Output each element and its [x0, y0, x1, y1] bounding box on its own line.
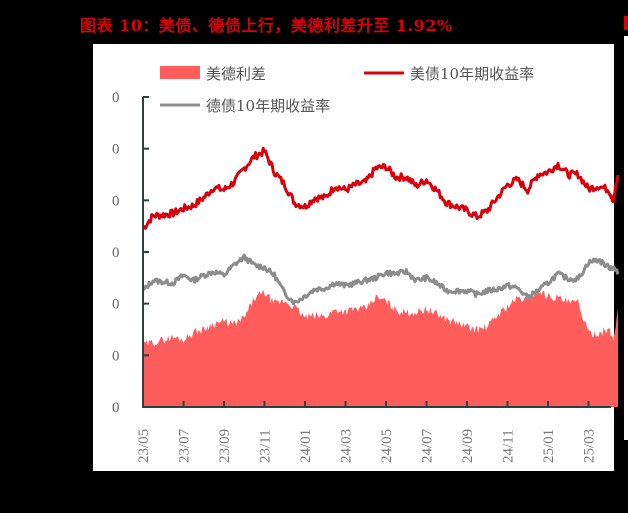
x-tick-label: 23/07	[177, 428, 193, 463]
x-tick-label: 23/11	[258, 429, 274, 463]
y-axis: 0 0 0 0 0 0 0	[112, 90, 149, 416]
y-tick-label: 0	[112, 400, 120, 416]
y-tick-label: 0	[112, 90, 120, 106]
chart-title: 图表 10：美债、德债上行，美德利差升至 1.92%	[80, 16, 453, 35]
y-tick-label: 0	[112, 193, 120, 209]
y-tick-label: 0	[112, 142, 120, 158]
y-tick-label: 0	[112, 297, 120, 313]
us10y-line	[141, 146, 620, 230]
x-tick-label: 23/09	[217, 429, 233, 463]
y-tick-label: 0	[112, 245, 120, 261]
legend-item-de10y: 德债10年期收益率	[160, 97, 330, 115]
spread-area	[143, 289, 618, 407]
legend-label-us10y: 美债10年期收益率	[410, 65, 534, 83]
de10y-line	[142, 253, 620, 306]
x-axis: 23/05 23/07 23/09 23/11 24/01 24/03 24/05 24/07…	[136, 401, 611, 463]
legend-label-de10y: 德债10年期收益率	[206, 97, 330, 115]
x-tick-label: 25/03	[582, 429, 598, 463]
x-tick-label: 24/09	[460, 429, 476, 463]
legend-item-us10y: 美债10年期收益率	[364, 65, 534, 83]
edge-marker	[624, 16, 628, 30]
x-tick-label: 24/05	[379, 429, 395, 463]
spread-swatch-icon	[160, 66, 200, 79]
x-tick-label: 24/03	[339, 429, 355, 463]
x-tick-label: 24/01	[298, 429, 314, 463]
x-tick-label: 25/01	[541, 429, 557, 463]
adjacent-panel-edge	[624, 36, 628, 440]
x-tick-label: 24/07	[420, 428, 436, 463]
x-tick-label: 24/11	[501, 429, 517, 463]
y-tick-label: 0	[112, 348, 120, 364]
x-tick-label: 23/05	[136, 429, 152, 463]
legend-label-spread: 美德利差	[206, 65, 266, 83]
legend-item-spread: 美德利差	[160, 65, 266, 83]
legend: 美德利差 美债10年期收益率 德债10年期收益率	[160, 65, 534, 115]
